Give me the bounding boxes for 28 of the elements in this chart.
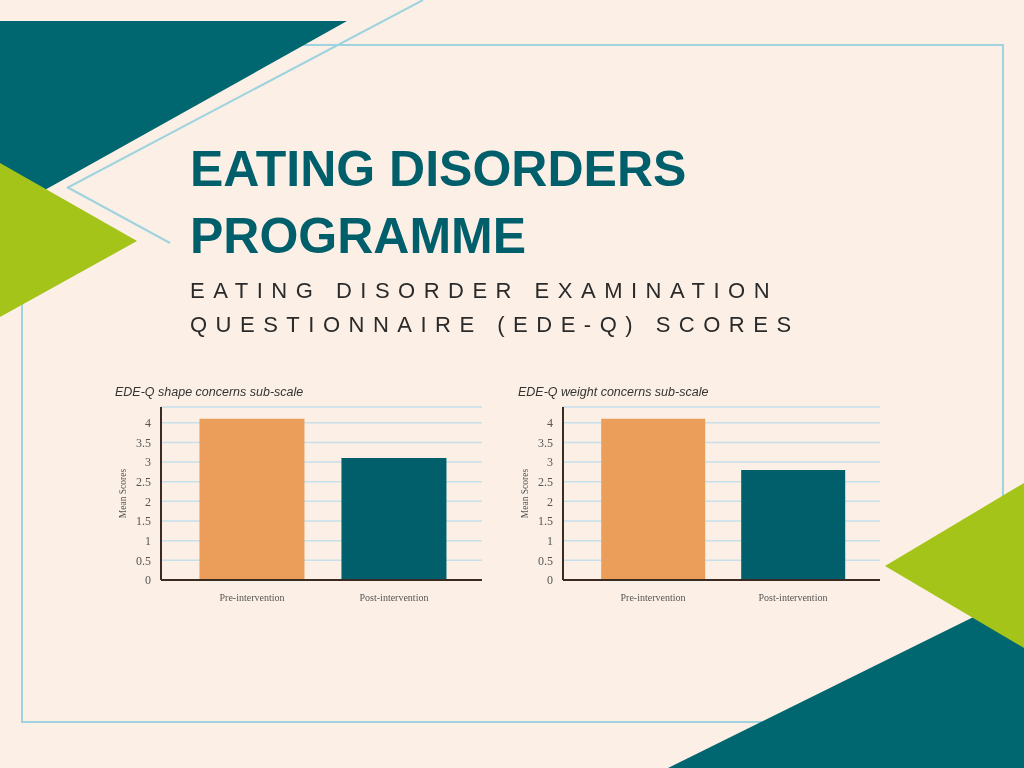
chart-title: EDE-Q shape concerns sub-scale <box>114 384 305 400</box>
x-tick-label: Post-intervention <box>758 592 828 604</box>
x-tick-label: Pre-intervention <box>219 592 285 604</box>
y-tick-label: 0 <box>547 573 553 588</box>
y-axis-title: Mean Scores <box>520 468 530 519</box>
y-tick-label: 1.5 <box>538 514 553 529</box>
y-tick-label: 4 <box>547 415 553 430</box>
y-tick-label: 1.5 <box>136 514 151 529</box>
text: EATING DISORDER EXAMINATION QUESTIONNAIRE (EDE-Q) SCORES <box>190 277 801 339</box>
y-tick-label: 0.5 <box>136 553 151 568</box>
y-tick-label: 1 <box>547 533 553 548</box>
chart-title: EDE-Q weight concerns sub-scale <box>517 384 710 400</box>
y-tick-label: 3.5 <box>136 435 151 450</box>
y-tick-label: 3 <box>547 455 553 470</box>
y-axis-title: Mean Scores <box>118 468 128 519</box>
y-tick-label: 2 <box>547 494 553 509</box>
y-tick-label: 0 <box>145 573 151 588</box>
y-tick-label: 3.5 <box>538 435 553 450</box>
y-tick-label: 4 <box>145 415 151 430</box>
y-tick-label: 2.5 <box>538 474 553 489</box>
x-tick-label: Pre-intervention <box>620 592 686 604</box>
text: EATING DISORDERS PROGRAMME <box>190 140 688 266</box>
y-tick-label: 3 <box>145 455 151 470</box>
y-tick-label: 0.5 <box>538 553 553 568</box>
x-tick-label: Post-intervention <box>359 592 429 604</box>
y-tick-label: 2 <box>145 494 151 509</box>
y-tick-label: 2.5 <box>136 474 151 489</box>
y-tick-label: 1 <box>145 533 151 548</box>
